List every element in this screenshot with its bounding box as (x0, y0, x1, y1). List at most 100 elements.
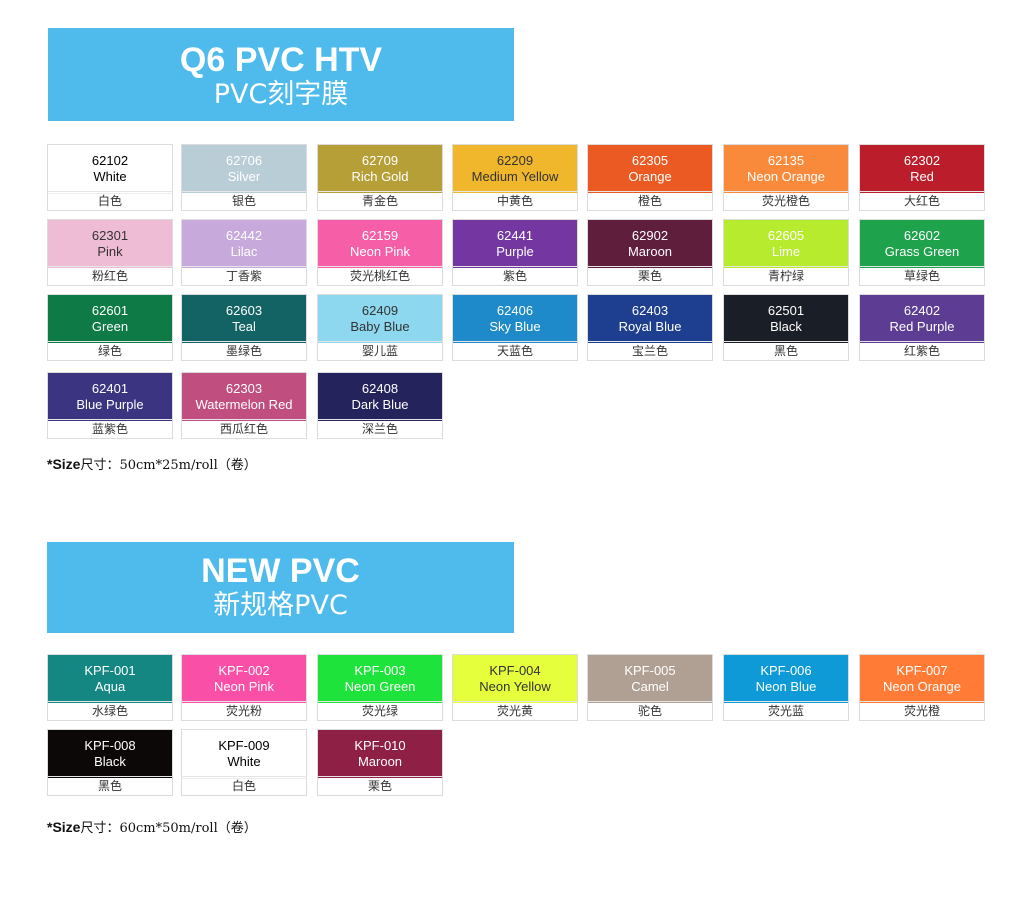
swatch-chinese-name: 蓝紫色 (48, 419, 172, 438)
swatch-code: 62159 (361, 228, 399, 243)
swatch-color-block: 62102 White (48, 145, 172, 194)
swatch-code: KPF-006 (760, 663, 812, 678)
color-swatch: 62602 Grass Green 草绿色 (859, 219, 985, 286)
swatch-code: 62441 (496, 228, 534, 243)
color-swatch: 62303 Watermelon Red 西瓜红色 (181, 372, 307, 439)
swatch-name: Rich Gold (351, 169, 409, 184)
swatch-color-block: 62135 Neon Orange (724, 145, 848, 193)
swatch-chinese-name: 婴儿蓝 (318, 341, 442, 360)
swatch-name: Neon Orange (746, 169, 826, 184)
swatch-color-block: KPF-008 Black (48, 730, 172, 778)
swatch-name: Neon Blue (755, 679, 817, 694)
color-swatch: 62902 Maroon 栗色 (587, 219, 713, 286)
swatch-code: 62605 (767, 228, 805, 243)
swatch-color-block: KPF-009 White (182, 730, 306, 779)
swatch-name: Grass Green (884, 244, 960, 259)
swatch-name: Lime (771, 244, 801, 259)
color-swatch: 62441 Purple 紫色 (452, 219, 578, 286)
swatch-code: 62135 (767, 153, 805, 168)
swatch-chinese-name: 荧光绿 (318, 701, 442, 720)
section1-title: Q6 PVC HTV (179, 41, 383, 79)
swatch-color-block: 62605 Lime (724, 220, 848, 268)
color-swatch: KPF-008 Black 黑色 (47, 729, 173, 796)
swatch-code: KPF-001 (84, 663, 136, 678)
swatch-color-block: KPF-007 Neon Orange (860, 655, 984, 703)
swatch-color-block: KPF-003 Neon Green (318, 655, 442, 703)
swatch-color-block: 62402 Red Purple (860, 295, 984, 343)
color-swatch: 62403 Royal Blue 宝兰色 (587, 294, 713, 361)
swatch-name: Orange (628, 169, 672, 184)
swatch-name: Lilac (230, 244, 258, 259)
swatch-chinese-name: 银色 (182, 191, 306, 210)
color-swatch: 62402 Red Purple 红紫色 (859, 294, 985, 361)
swatch-code: 62602 (903, 228, 941, 243)
swatch-name: Black (770, 319, 802, 334)
color-swatch: KPF-002 Neon Pink 荧光粉 (181, 654, 307, 721)
swatch-code: 62102 (91, 153, 129, 168)
swatch-code: 62403 (631, 303, 669, 318)
color-swatch: KPF-007 Neon Orange 荧光橙 (859, 654, 985, 721)
swatch-code: KPF-002 (218, 663, 270, 678)
section2-title: NEW PVC (201, 552, 360, 590)
swatch-name: Camel (631, 679, 669, 694)
swatch-color-block: 62706 Silver (182, 145, 306, 193)
swatch-chinese-name: 荧光黄 (453, 701, 577, 720)
swatch-code: 62501 (767, 303, 805, 318)
color-swatch: 62102 White 白色 (47, 144, 173, 211)
color-swatch: 62159 Neon Pink 荧光桃红色 (317, 219, 443, 286)
swatch-code: 62709 (361, 153, 399, 168)
swatch-chinese-name: 白色 (182, 776, 306, 795)
swatch-code: 62409 (361, 303, 399, 318)
swatch-code: 62706 (225, 153, 263, 168)
color-swatch: KPF-001 Aqua 水绿色 (47, 654, 173, 721)
swatch-name: Neon Pink (350, 244, 410, 259)
swatch-color-block: 62603 Teal (182, 295, 306, 343)
swatch-chinese-name: 黑色 (48, 776, 172, 795)
swatch-code: KPF-009 (218, 738, 270, 753)
swatch-color-block: 62442 Lilac (182, 220, 306, 268)
section2-subtitle: 新规格PVC (213, 590, 348, 621)
swatch-name: Neon Orange (882, 679, 962, 694)
swatch-code: 62305 (631, 153, 669, 168)
swatch-color-block: 62303 Watermelon Red (182, 373, 306, 421)
swatch-chinese-name: 栗色 (588, 266, 712, 285)
swatch-chinese-name: 深兰色 (318, 419, 442, 438)
swatch-chinese-name: 草绿色 (860, 266, 984, 285)
swatch-chinese-name: 驼色 (588, 701, 712, 720)
swatch-code: 62301 (91, 228, 129, 243)
section2-size-value: 尺寸：60cm*50m/roll（卷） (80, 821, 257, 836)
swatch-color-block: 62441 Purple (453, 220, 577, 268)
swatch-color-block: 62403 Royal Blue (588, 295, 712, 343)
swatch-color-block: KPF-005 Camel (588, 655, 712, 703)
section1-size-note: *Size尺寸：50cm*25m/roll（卷） (47, 454, 257, 473)
swatch-chinese-name: 水绿色 (48, 701, 172, 720)
swatch-color-block: 62902 Maroon (588, 220, 712, 268)
swatch-chinese-name: 丁香紫 (182, 266, 306, 285)
swatch-name: Aqua (94, 679, 126, 694)
swatch-color-block: 62501 Black (724, 295, 848, 343)
color-swatch: 62605 Lime 青柠绿 (723, 219, 849, 286)
swatch-chinese-name: 墨绿色 (182, 341, 306, 360)
swatch-color-block: KPF-002 Neon Pink (182, 655, 306, 703)
color-swatch: 62401 Blue Purple 蓝紫色 (47, 372, 173, 439)
swatch-chinese-name: 白色 (48, 191, 172, 210)
swatch-color-block: 62709 Rich Gold (318, 145, 442, 193)
swatch-code: 62603 (225, 303, 263, 318)
color-swatch: 62302 Red 大红色 (859, 144, 985, 211)
swatch-name: Blue Purple (76, 397, 144, 412)
swatch-name: Red (910, 169, 934, 184)
swatch-chinese-name: 栗色 (318, 776, 442, 795)
swatch-color-block: 62302 Red (860, 145, 984, 193)
swatch-chinese-name: 紫色 (453, 266, 577, 285)
swatch-name: Baby Blue (350, 319, 410, 334)
section2-size-note: *Size尺寸：60cm*50m/roll（卷） (47, 817, 257, 836)
section1-subtitle: PVC刻字膜 (213, 79, 349, 110)
color-swatch: KPF-005 Camel 驼色 (587, 654, 713, 721)
section1-size-value: 尺寸：50cm*25m/roll（卷） (80, 458, 257, 473)
swatch-name: Neon Green (344, 679, 416, 694)
color-swatch: 62603 Teal 墨绿色 (181, 294, 307, 361)
swatch-name: Sky Blue (489, 319, 541, 334)
swatch-chinese-name: 绿色 (48, 341, 172, 360)
swatch-chinese-name: 大红色 (860, 191, 984, 210)
swatch-name: Medium Yellow (471, 169, 559, 184)
